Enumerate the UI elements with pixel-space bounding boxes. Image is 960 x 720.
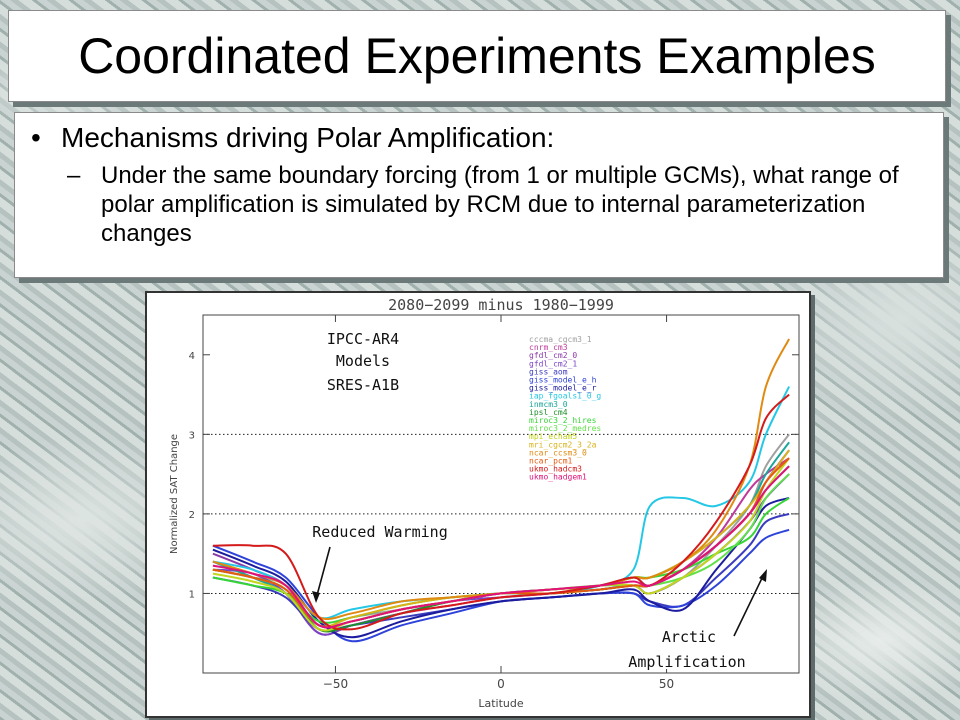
reduced-warming-arrow	[315, 546, 331, 600]
legend-entry-cnrm-cm3: cnrm_cm3	[529, 343, 568, 352]
arctic-amplification-arrowhead-icon	[759, 569, 767, 582]
legend-entry-iap-fgoals1-0-g: iap_fgoals1_0_g	[529, 392, 601, 401]
legend-entry-giss-aom: giss_aom	[529, 367, 568, 376]
bullet-text: Mechanisms driving Polar Amplification:	[61, 122, 555, 153]
reduced-warming-annotation: Reduced Warming	[312, 523, 447, 541]
legend-entry-miroc3-2-hires: miroc3_2_hires	[529, 416, 597, 425]
y-tick-label: 1	[189, 589, 195, 600]
bullet-item: • Mechanisms driving Polar Amplification…	[31, 121, 923, 155]
arctic-amplification-arrow	[733, 573, 765, 637]
y-tick-label: 2	[189, 510, 195, 521]
legend-entry-gfdl-cm2-1: gfdl_cm2_1	[529, 359, 577, 368]
legend-entry-miroc3-2-medres: miroc3_2_medres	[529, 424, 601, 433]
series-line-ukmo-hadgem1	[212, 465, 790, 629]
legend-entry-giss-model-e-h: giss_model_e_h	[529, 376, 597, 385]
legend-entry-ipsl-cm4: ipsl_cm4	[529, 408, 568, 417]
legend-entry-giss-model-e-r: giss_model_e_r	[529, 384, 597, 393]
models-annotation-line2: Models	[336, 352, 390, 370]
legend-entry-mpi-echam5: mpi_echam5	[529, 432, 577, 441]
sub-bullet-text: Under the same boundary forcing (from 1 …	[101, 162, 899, 247]
models-annotation-line1: IPCC-AR4	[327, 330, 399, 348]
chart-background	[147, 293, 809, 716]
dash-icon: –	[67, 162, 81, 189]
chart-title: 2080−2099 minus 1980−1999	[388, 296, 614, 314]
legend-entry-gfdl-cm2-0: gfdl_cm2_0	[529, 351, 577, 360]
bullet-dot-icon: •	[31, 122, 41, 153]
legend-entry-ncar-pcm1: ncar_pcm1	[529, 457, 573, 466]
x-tick-label: 0	[497, 677, 505, 691]
series-line-ukmo-hadcm3	[212, 393, 790, 631]
legend-entry-inmcm3-0: inmcm3_0	[529, 400, 568, 409]
legend-entry-ncar-ccsm3-0: ncar_ccsm3_0	[529, 448, 587, 457]
slide-title: Coordinated Experiments Examples	[78, 28, 876, 84]
y-tick-label: 4	[189, 351, 195, 362]
sub-bullet-item: – Under the same boundary forcing (from …	[31, 161, 923, 248]
chart-svg: −50 0 50 1 2 3 4 2080−2099 minus 1980−1999 Lat…	[147, 293, 809, 716]
x-tick-label: −50	[323, 677, 348, 691]
y-tick-label: 3	[189, 430, 195, 441]
x-tick-label: 50	[659, 677, 674, 691]
legend-entry-mri-cgcm2-3-2a: mri_cgcm2_3_2a	[529, 440, 597, 449]
models-annotation-line3: SRES-A1B	[327, 376, 399, 394]
bullet-box: • Mechanisms driving Polar Amplification…	[14, 112, 944, 278]
legend-entry-cccma-cgcm3-1: cccma_cgcm3_1	[529, 335, 592, 344]
arctic-annotation-line2: Amplification	[628, 653, 745, 671]
x-axis-label: Latitude	[478, 697, 524, 710]
legend-entry-ukmo-hadcm3: ukmo_hadcm3	[529, 465, 582, 474]
y-axis-label: Normalized SAT Change	[169, 434, 180, 554]
title-box: Coordinated Experiments Examples	[8, 10, 946, 102]
arctic-annotation-line1: Arctic	[662, 628, 716, 646]
chart-figure: −50 0 50 1 2 3 4 2080−2099 minus 1980−1999 Lat…	[145, 291, 811, 718]
legend-entry-ukmo-hadgem1: ukmo_hadgem1	[529, 473, 587, 482]
reduced-warming-arrowhead-icon	[312, 591, 320, 603]
